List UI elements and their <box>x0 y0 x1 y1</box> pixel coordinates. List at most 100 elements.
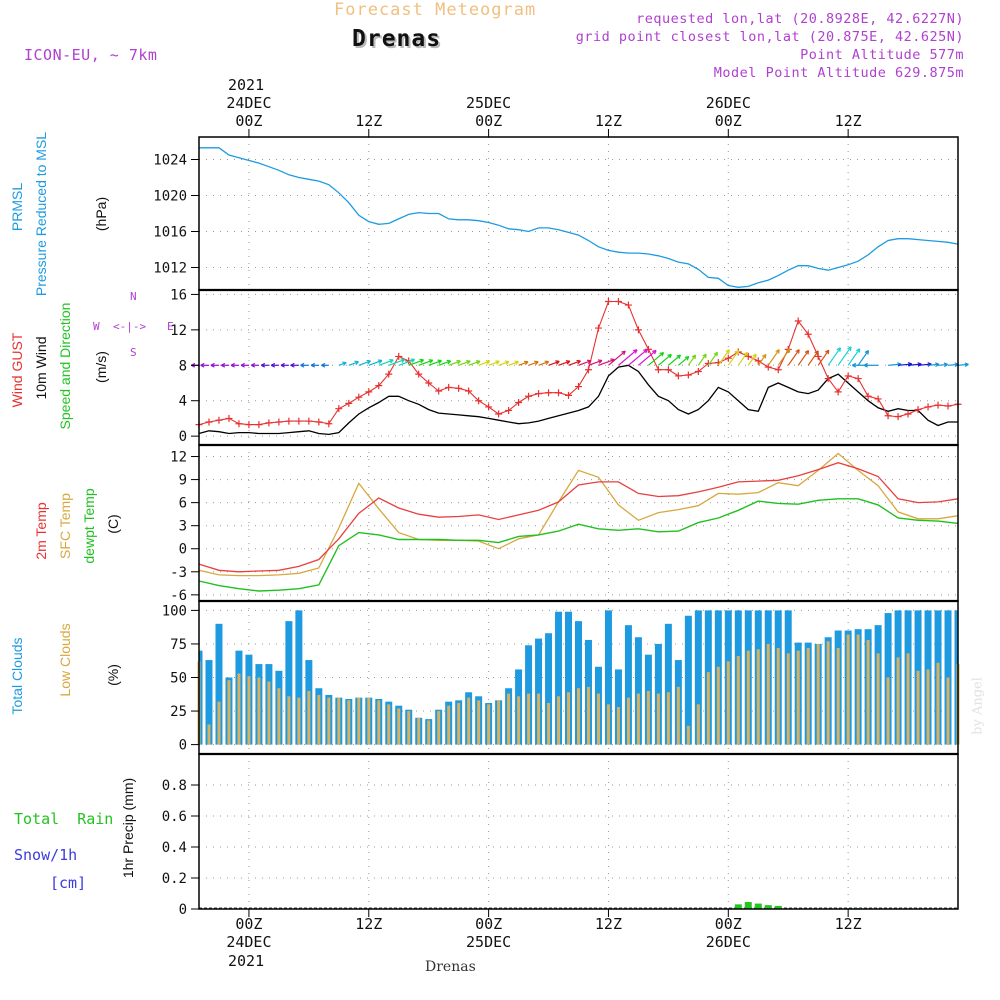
wind-direction-arrowhead <box>752 353 757 359</box>
low-cloud-bar <box>616 707 620 745</box>
wind-direction-arrow <box>628 349 648 366</box>
top-hour-label: 12Z <box>355 112 383 130</box>
wind-direction-arrow <box>568 360 581 366</box>
gust-marker <box>744 352 752 360</box>
wind-direction-arrow <box>488 360 500 366</box>
grid-lines <box>199 137 958 910</box>
wind-direction-arrow <box>648 352 664 366</box>
low-cloud-bar <box>926 669 930 745</box>
low-cloud-bar <box>866 639 870 745</box>
wind-direction-arrow <box>358 360 371 366</box>
low-cloud-bar <box>886 677 890 745</box>
cloud-axis-tick-label: 75 <box>170 637 187 653</box>
wind-direction-arrow <box>947 363 959 366</box>
wind-direction-arrowhead <box>534 360 539 366</box>
wind-direction-arrowhead <box>652 349 657 355</box>
cloud-axis-tick-label: 50 <box>170 671 187 687</box>
panel-frame <box>198 444 959 602</box>
low-cloud-bar <box>567 692 571 745</box>
gust-label: Wind GUST <box>9 332 25 408</box>
rain-bar <box>734 904 742 909</box>
wind-direction-arrow <box>418 359 433 366</box>
gust-marker <box>624 301 632 309</box>
point-altitude: Point Altitude 577m <box>800 47 964 63</box>
wind-direction-arrowhead <box>597 359 603 364</box>
low-cloud-bar <box>407 711 411 745</box>
dewpt-line <box>198 498 959 592</box>
wind-direction-arrowhead <box>290 362 295 368</box>
wind-direction-arrow <box>608 350 626 366</box>
wind-direction-arrowhead <box>300 362 305 368</box>
wind-direction-arrowhead <box>514 360 519 366</box>
wind-direction-arrowhead <box>270 362 276 368</box>
low-cloud-bar <box>377 700 381 745</box>
temp-axis-tick-label: 6 <box>179 496 187 512</box>
gust-marker <box>854 375 862 383</box>
top-hour-label: 12Z <box>594 112 622 130</box>
wind-direction-arrowhead <box>964 362 969 367</box>
wind-direction-arrowhead <box>437 359 442 364</box>
wind-direction-arrowhead <box>632 349 638 354</box>
wind-direction-arrowhead <box>400 358 406 363</box>
low-cloud-bar <box>557 696 561 745</box>
low-cloud-bar <box>686 725 690 745</box>
wind-direction-arrowhead <box>725 349 730 354</box>
low-cloud-bar <box>736 656 740 745</box>
wind-direction-arrowhead <box>734 350 740 355</box>
signature: by Angel <box>970 677 986 735</box>
bottom-hour-label: 00Z <box>235 915 263 933</box>
precip-axis-tick-label: 0 <box>179 902 187 918</box>
wind-direction-arrowhead <box>814 350 819 355</box>
wind-direction-arrowhead <box>410 358 416 363</box>
wind-direction-arrow <box>677 356 690 366</box>
wind-direction-arrowhead <box>702 353 707 359</box>
low-cloud-bar <box>826 641 830 745</box>
wind-direction-arrowhead <box>855 348 861 353</box>
low-cloud-bar <box>207 724 211 745</box>
top-date-label: 25DEC <box>466 94 512 112</box>
low-cloud-bar <box>467 697 471 745</box>
low-cloud-bar <box>756 649 760 745</box>
wind-direction-arrowhead <box>565 360 571 365</box>
prmsl-desc-label: Pressure Reduced to MSL <box>33 131 49 297</box>
wind-direction-arrowhead <box>852 362 857 368</box>
wind-direction-arrowhead <box>713 351 718 357</box>
wind-direction-arrow <box>468 360 481 366</box>
wind-direction-arrow <box>937 363 948 366</box>
wind-direction-arrow <box>737 351 748 366</box>
low-cloud-bar <box>946 677 950 745</box>
temp-axis-tick-label: 9 <box>179 473 187 489</box>
tsfc-label: SFC Temp <box>57 493 73 559</box>
low-cloud-bar <box>507 693 511 745</box>
wind-direction-arrowhead <box>250 362 256 368</box>
gust-marker <box>884 412 892 420</box>
cloud-axis-tick-label: 25 <box>170 704 187 720</box>
gust-marker <box>934 401 942 409</box>
low-cloud-bar <box>716 666 720 745</box>
wind-direction-arrow <box>558 360 571 366</box>
low-cloud-bar <box>896 657 900 745</box>
low-cloud-bar <box>337 697 341 745</box>
low-cloud-bar <box>417 717 421 745</box>
wind-direction-arrowhead <box>280 362 285 368</box>
wind-direction-arrowhead <box>691 354 697 360</box>
bottom-date-label: 25DEC <box>466 933 512 951</box>
low-cloud-bar <box>906 653 910 745</box>
wind-direction-arrowhead <box>419 358 425 364</box>
gust-marker <box>365 388 373 396</box>
low-cloud-bar <box>497 700 501 745</box>
wind-direction-arrow <box>817 349 830 366</box>
top-year-label: 2021 <box>228 76 265 94</box>
temp-unit-label: (C) <box>105 514 121 534</box>
bottom-date-label: 24DEC <box>226 933 272 951</box>
bottom-year-label: 2021 <box>228 952 265 970</box>
wind-direction-arrowhead <box>504 360 510 365</box>
gust-marker <box>664 366 672 374</box>
wind-direction-arrowhead <box>466 360 471 365</box>
wind-direction-arrow <box>827 347 841 366</box>
gust-marker <box>415 370 423 378</box>
gust-marker <box>944 402 952 410</box>
dewpt-label: dewpt Temp <box>81 488 97 564</box>
station-title: Drenas <box>352 26 442 52</box>
gust-marker <box>265 419 273 427</box>
